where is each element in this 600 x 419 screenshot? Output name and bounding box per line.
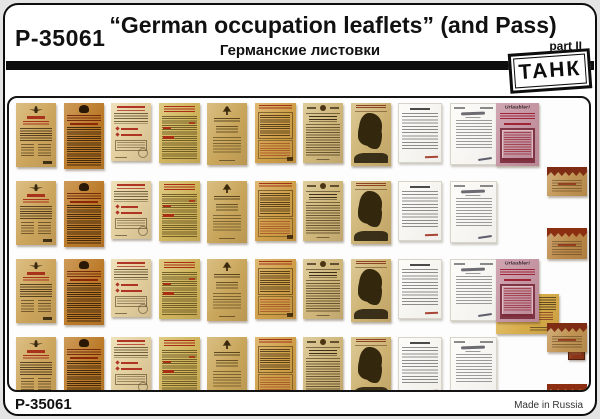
leaflet-passierschein [111, 103, 151, 161]
leaflet-red-header-text [158, 337, 200, 390]
eagle-emblem-icon [78, 339, 89, 347]
leaflet-caricature [350, 181, 391, 244]
leaflet-typed-order [449, 337, 497, 392]
leaflet-crest-appeal [207, 259, 247, 321]
battle-scene-illustration [353, 309, 388, 319]
side-cycle-2: Urlaubler! [9, 259, 589, 390]
banner-card-top [547, 167, 587, 196]
leaflet-eagle-order [16, 337, 56, 390]
ornamental-border-box [500, 284, 535, 319]
jagged-banner-icon [547, 384, 587, 390]
leaflet-crest-appeal [207, 181, 247, 243]
leaflet-row-1 [16, 103, 497, 169]
leaflet-row-3 [16, 259, 497, 325]
pass-title-text: Urlaubler! [504, 260, 531, 266]
leaflet-caricature [350, 337, 391, 390]
roundel-icon [320, 183, 326, 189]
leaflet-red-header-text [158, 103, 200, 163]
leaflet-crest-appeal [207, 337, 247, 390]
leaflet-row-4 [16, 337, 497, 392]
side-cycle-1: Urlaubler! [9, 103, 589, 390]
footer-product-code: P-35061 [15, 396, 72, 413]
leaflet-read-and-pass-on [303, 103, 343, 163]
eagle-emblem-icon [29, 106, 43, 113]
page-title: “German occupation leaflets” (and Pass) [109, 12, 557, 38]
crest-emblem-icon [222, 184, 232, 193]
leaflet-eagle-order [16, 103, 56, 167]
signature-mark [477, 391, 491, 392]
roundel-icon [320, 261, 326, 267]
leaflet-typed-letter [398, 259, 442, 319]
banner-card-top [547, 323, 587, 352]
leaflet-bordered-notice [254, 259, 296, 319]
leaflet-sheet: Urlaubler! Urlaubler! [7, 96, 591, 392]
leaflet-passierschein [111, 181, 151, 239]
leaflet-bordered-notice [254, 103, 296, 163]
battle-scene-illustration [353, 153, 388, 163]
leaflet-row-2 [16, 181, 497, 247]
divider-bar [6, 61, 594, 70]
leaflet-red-header-text [158, 259, 200, 319]
eagle-emblem-icon [29, 184, 43, 191]
caricature-illustration [358, 113, 382, 143]
jagged-banner-icon [547, 167, 587, 176]
leaflet-typed-order [449, 259, 497, 321]
urlaubler-pass: Urlaubler! [496, 103, 539, 166]
leaflet-passierschein [111, 259, 151, 317]
brand-stamp: ТАНК [507, 48, 593, 94]
leaflet-bordered-notice [254, 337, 296, 390]
eagle-emblem-icon [78, 183, 89, 191]
leaflet-typed-order [449, 181, 497, 243]
caricature-illustration [358, 269, 382, 299]
caricature-illustration [358, 191, 382, 221]
eagle-emblem-icon [29, 262, 43, 269]
jagged-banner-icon [547, 323, 587, 332]
battle-scene-illustration [353, 387, 388, 390]
leaflet-bordered-notice [254, 181, 296, 241]
leaflet-dark-proclamation [63, 181, 104, 247]
battle-scene-illustration [353, 231, 388, 241]
leaflet-dark-proclamation [63, 259, 104, 325]
leaflet-eagle-order [16, 259, 56, 323]
leaflet-read-and-pass-on [303, 337, 343, 390]
leaflet-crest-appeal [207, 103, 247, 165]
leaflet-typed-letter [398, 337, 442, 390]
leaflet-dark-proclamation [63, 103, 104, 169]
jagged-banner-icon [547, 228, 587, 237]
leaflet-typed-letter [398, 103, 442, 163]
product-code: P-35061 [15, 25, 106, 51]
banner-card-bottom [547, 228, 587, 259]
made-in-label: Made in Russia [514, 400, 583, 411]
leaflet-dark-proclamation [63, 337, 104, 390]
leaflet-read-and-pass-on [303, 259, 343, 319]
crest-emblem-icon [222, 340, 232, 349]
leaflet-passierschein [111, 337, 151, 390]
roundel-icon [320, 339, 326, 345]
product-card: P-35061 “German occupation leaflets” (an… [3, 3, 597, 416]
urlaubler-pass: Urlaubler! [496, 259, 539, 322]
banner-card-bottom [547, 384, 587, 390]
brand-stamp-text: ТАНК [513, 53, 587, 89]
leaflet-caricature [350, 103, 391, 166]
leaflet-typed-order [449, 103, 497, 165]
roundel-icon [320, 105, 326, 111]
pass-title-text: Urlaubler! [504, 104, 531, 110]
eagle-emblem-icon [29, 340, 43, 347]
leaflet-red-header-text [158, 181, 200, 241]
subtitle-russian: Германские листовки [219, 42, 381, 59]
caricature-illustration [358, 347, 382, 377]
crest-emblem-icon [222, 262, 232, 271]
leaflet-eagle-order [16, 181, 56, 245]
leaflet-read-and-pass-on [303, 181, 343, 241]
crest-emblem-icon [222, 106, 232, 115]
leaflet-typed-letter [398, 181, 442, 241]
eagle-emblem-icon [78, 261, 89, 269]
eagle-emblem-icon [78, 105, 89, 113]
ornamental-border-box [500, 128, 535, 163]
leaflet-caricature [350, 259, 391, 322]
